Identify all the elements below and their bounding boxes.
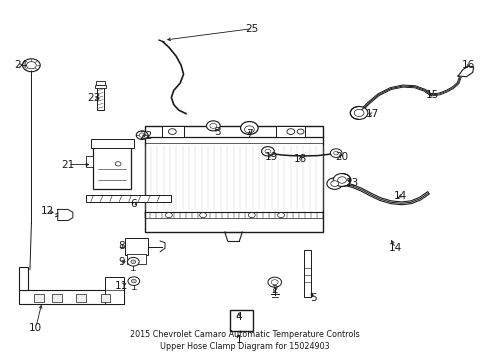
Circle shape [333, 151, 338, 155]
Text: 1: 1 [235, 334, 242, 345]
Circle shape [168, 129, 176, 134]
Circle shape [264, 149, 270, 153]
Circle shape [199, 213, 206, 218]
Circle shape [332, 174, 350, 186]
Bar [52, 294, 61, 302]
Bar [95, 85, 105, 88]
Bar [97, 87, 103, 110]
Circle shape [330, 149, 341, 157]
Bar [96, 81, 104, 85]
Text: 7: 7 [245, 129, 252, 139]
Circle shape [131, 260, 136, 264]
Circle shape [277, 213, 284, 218]
Circle shape [261, 147, 274, 156]
Text: 10: 10 [29, 323, 42, 333]
Circle shape [26, 62, 36, 69]
Circle shape [326, 178, 342, 189]
Text: 6: 6 [130, 199, 136, 210]
Text: 16: 16 [461, 60, 474, 70]
Text: 3: 3 [214, 127, 221, 136]
Text: 12: 12 [41, 206, 54, 216]
Text: 25: 25 [244, 24, 258, 34]
Bar [19, 267, 28, 290]
Text: 9: 9 [118, 257, 124, 267]
Text: 14: 14 [393, 191, 407, 201]
Bar [125, 238, 148, 255]
Circle shape [267, 277, 281, 287]
Bar [76, 294, 86, 302]
Bar [101, 294, 110, 302]
Circle shape [127, 257, 139, 266]
Circle shape [165, 213, 172, 218]
Circle shape [240, 122, 258, 134]
Text: 22: 22 [139, 131, 152, 141]
Text: 8: 8 [118, 241, 124, 251]
Text: 4: 4 [235, 312, 242, 322]
Text: 18: 18 [293, 154, 306, 164]
Circle shape [136, 131, 148, 139]
Circle shape [128, 277, 140, 285]
Text: 13: 13 [346, 178, 359, 188]
Circle shape [297, 129, 304, 134]
Bar [91, 139, 134, 148]
Text: 2: 2 [271, 285, 278, 296]
Circle shape [209, 123, 216, 129]
Bar [229, 310, 253, 331]
Text: 21: 21 [61, 159, 75, 170]
Text: 11: 11 [115, 281, 128, 291]
Bar [86, 195, 171, 202]
Circle shape [349, 107, 367, 120]
Bar [127, 254, 146, 264]
Polygon shape [58, 210, 73, 221]
Circle shape [271, 280, 278, 285]
Bar [304, 250, 311, 297]
Circle shape [353, 109, 363, 117]
Bar [104, 277, 124, 304]
Circle shape [248, 213, 255, 218]
Circle shape [337, 177, 346, 183]
Text: 2015 Chevrolet Camaro Automatic Temperature Controls
Upper Hose Clamp Diagram fo: 2015 Chevrolet Camaro Automatic Temperat… [129, 330, 359, 351]
Bar [93, 144, 131, 189]
Text: 23: 23 [87, 93, 101, 103]
Text: 5: 5 [310, 293, 316, 303]
Text: 15: 15 [425, 90, 438, 100]
Circle shape [244, 126, 254, 133]
Bar [276, 126, 305, 137]
Circle shape [131, 279, 136, 283]
Text: 14: 14 [388, 243, 402, 253]
Circle shape [330, 181, 338, 186]
Bar [34, 294, 43, 302]
Text: 20: 20 [335, 152, 348, 162]
Circle shape [22, 59, 40, 72]
Circle shape [115, 162, 121, 166]
Bar [161, 126, 183, 137]
Circle shape [286, 129, 294, 134]
Bar [144, 126, 322, 232]
Polygon shape [457, 66, 473, 77]
Bar [19, 290, 124, 304]
Text: 17: 17 [365, 109, 378, 120]
Bar [86, 156, 93, 167]
Circle shape [139, 133, 145, 137]
Text: 24: 24 [15, 60, 28, 70]
Text: 19: 19 [264, 152, 277, 162]
Circle shape [206, 121, 220, 131]
